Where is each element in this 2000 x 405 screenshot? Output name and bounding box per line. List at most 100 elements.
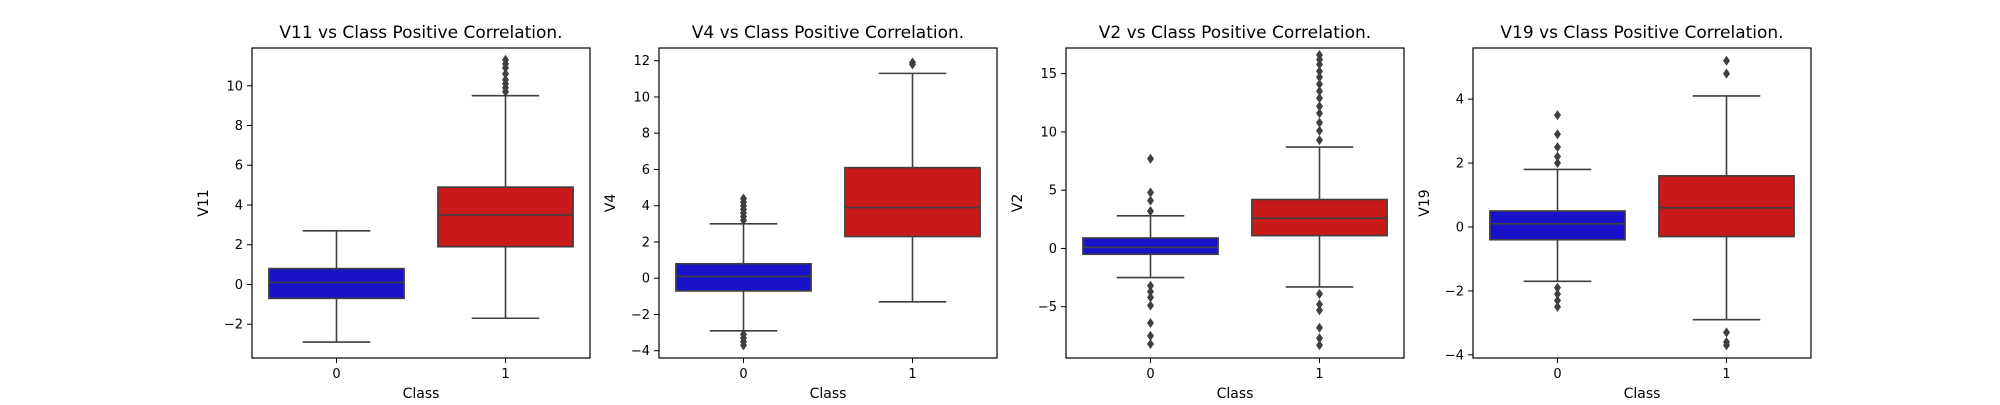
x-tick-label: 1 (1722, 367, 1730, 382)
y-tick-label: −4 (631, 344, 650, 359)
box-1 (844, 57, 981, 303)
plot-frame (1472, 47, 1812, 359)
y-tick-label: −2 (631, 308, 650, 323)
y-tick-label: 4 (642, 199, 650, 214)
box-iqr (844, 166, 981, 238)
outlier-point (1147, 153, 1154, 164)
box-0 (675, 193, 812, 351)
y-tick-label: 10 (1040, 125, 1057, 140)
box-1 (1658, 55, 1795, 351)
outlier-point (1316, 135, 1323, 146)
y-tick-label: 2 (235, 238, 243, 253)
outlier-point (1316, 333, 1323, 344)
outlier-point (1554, 158, 1561, 169)
x-tick-label: 0 (739, 367, 747, 382)
x-tick-label: 0 (332, 367, 340, 382)
outlier-point (1316, 117, 1323, 128)
outlier-point (1316, 72, 1323, 83)
outlier-point (1554, 282, 1561, 293)
plot-frame (1065, 47, 1405, 359)
y-tick-label: −4 (1445, 348, 1464, 363)
outlier-point (1316, 305, 1323, 316)
y-tick-label: 4 (1456, 93, 1464, 108)
outlier-point (1147, 280, 1154, 291)
outlier-point (1316, 93, 1323, 104)
chart-panel-0: V11 vs Class Positive Correlation. −2 0 2 4 6… (196, 23, 591, 402)
outlier-point (1554, 129, 1561, 140)
outlier-point (502, 68, 509, 79)
x-tick-label: 0 (1553, 367, 1561, 382)
box-iqr (437, 186, 574, 248)
outlier-point (1554, 151, 1561, 162)
chart-title: V2 vs Class Positive Correlation. (1099, 23, 1371, 43)
outlier-point (1147, 206, 1154, 217)
outlier-point (1147, 318, 1154, 329)
y-axis-label: V2 (1010, 194, 1026, 212)
y-axis-label: V11 (196, 189, 212, 216)
outlier-point (1147, 300, 1154, 311)
outlier-point (1316, 101, 1323, 112)
box-iqr (1082, 237, 1219, 256)
y-tick-label: 6 (642, 163, 650, 178)
outlier-point (1147, 195, 1154, 206)
box-0 (1489, 110, 1626, 312)
outlier-point (1554, 142, 1561, 153)
y-axis-label: V4 (603, 194, 619, 213)
outlier-point (1316, 322, 1323, 333)
chart-panel-1: V4 vs Class Positive Correlation. −4 −2 0 2 4… (603, 23, 998, 402)
outlier-point (1723, 340, 1730, 351)
outlier-point (1554, 301, 1561, 312)
outlier-point (1316, 66, 1323, 77)
outlier-point (1316, 340, 1323, 351)
outlier-point (1147, 187, 1154, 198)
chart-panel-2: V2 vs Class Positive Correlation.−505101… (1010, 23, 1405, 402)
plot-frame (251, 47, 591, 359)
box-1 (437, 54, 574, 320)
outlier-point (1147, 292, 1154, 303)
chart-panel-3: V19 vs Class Positive Correlation. −4 −2 0 2… (1417, 23, 1812, 402)
y-tick-label: −5 (1038, 300, 1057, 315)
y-tick-label: 8 (642, 127, 650, 142)
y-tick-label: 6 (235, 159, 243, 174)
x-tick-label: 1 (908, 367, 916, 382)
y-tick-label: 0 (642, 272, 650, 287)
y-tick-label: 5 (1049, 184, 1057, 199)
outlier-point (1316, 125, 1323, 136)
y-tick-label: 0 (1049, 242, 1057, 257)
outlier-point (1147, 330, 1154, 341)
box-iqr (268, 267, 405, 300)
box-1 (1251, 49, 1388, 351)
chart-title: V4 vs Class Positive Correlation. (692, 23, 964, 43)
outlier-point (1554, 289, 1561, 300)
outlier-point (1316, 108, 1323, 119)
box-0 (1082, 153, 1219, 350)
x-tick-label: 1 (501, 367, 509, 382)
outlier-point (502, 74, 509, 85)
outlier-point (1723, 55, 1730, 66)
y-tick-label: 0 (235, 278, 243, 293)
y-tick-label: 10 (226, 79, 243, 94)
outlier-point (1554, 295, 1561, 306)
outlier-point (1147, 339, 1154, 350)
y-tick-label: 10 (633, 90, 650, 105)
x-axis-label: Class (810, 386, 847, 400)
outlier-point (1723, 327, 1730, 338)
outlier-point (502, 54, 509, 65)
x-axis-label: Class (1217, 386, 1254, 400)
outlier-point (1147, 286, 1154, 297)
box-iqr (1489, 210, 1626, 241)
x-tick-label: 0 (1146, 367, 1154, 382)
plot-frame (658, 47, 998, 359)
outlier-point (740, 193, 747, 204)
y-tick-label: 15 (1040, 67, 1057, 82)
y-tick-label: 2 (1456, 157, 1464, 172)
chart-title: V11 vs Class Positive Correlation. (279, 23, 562, 43)
x-tick-label: 1 (1315, 367, 1323, 382)
y-tick-label: 12 (633, 54, 650, 69)
y-tick-label: −2 (224, 318, 243, 333)
outlier-point (1316, 49, 1323, 60)
y-tick-label: 0 (1456, 220, 1464, 235)
y-tick-label: 4 (235, 198, 243, 213)
